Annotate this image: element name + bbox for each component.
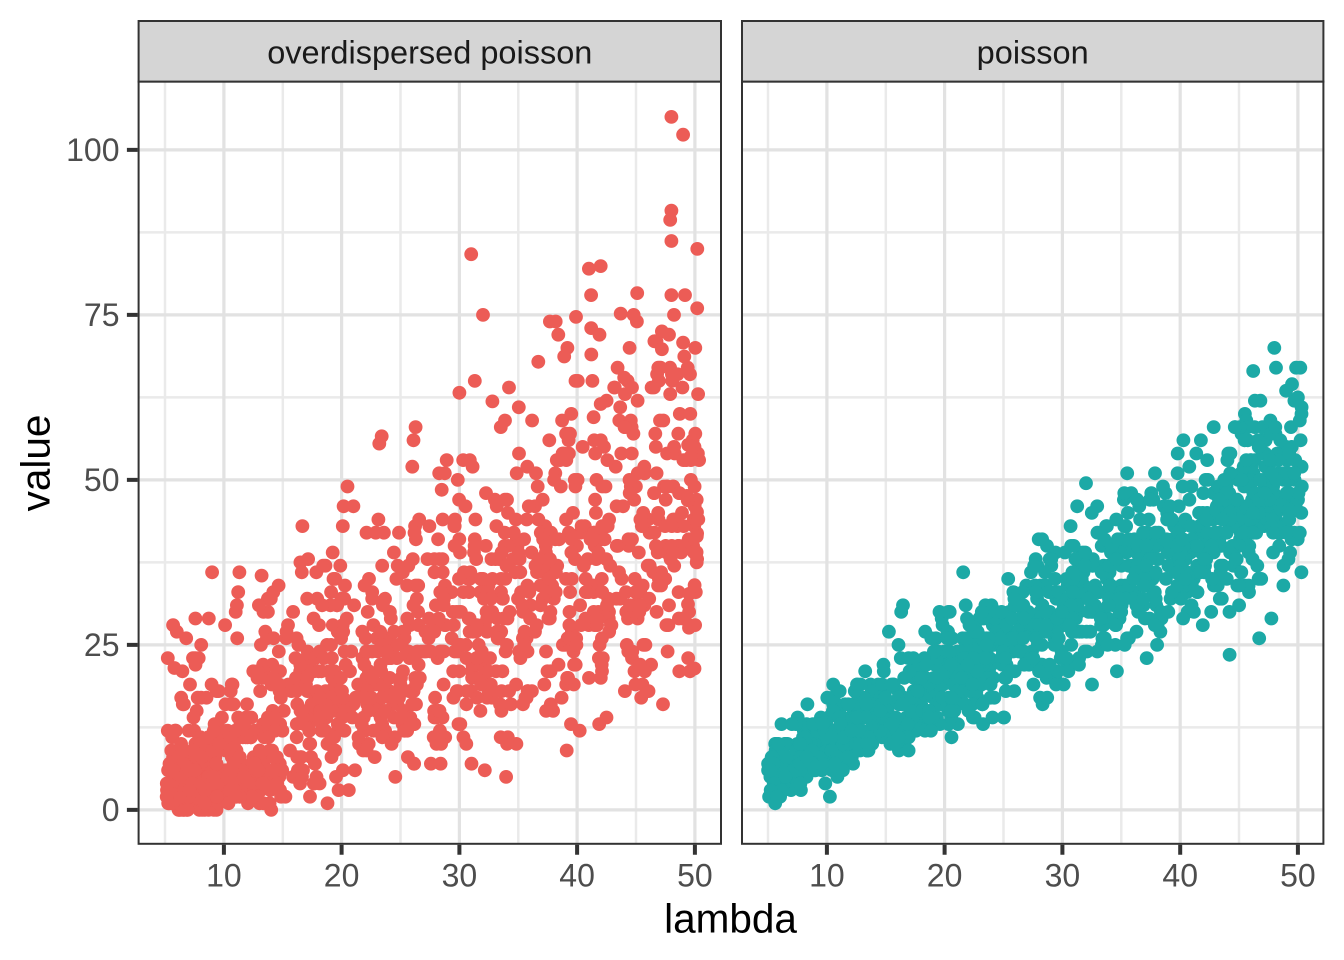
svg-text:50: 50 xyxy=(84,462,120,498)
svg-text:40: 40 xyxy=(559,858,595,894)
svg-text:overdispersed poisson: overdispersed poisson xyxy=(267,34,592,70)
svg-text:0: 0 xyxy=(102,792,120,828)
svg-text:100: 100 xyxy=(66,132,119,168)
svg-text:75: 75 xyxy=(84,297,120,333)
svg-text:20: 20 xyxy=(324,858,360,894)
svg-text:poisson: poisson xyxy=(977,34,1089,70)
svg-text:25: 25 xyxy=(84,627,120,663)
svg-text:value: value xyxy=(12,415,58,512)
svg-text:lambda: lambda xyxy=(664,896,797,942)
svg-text:30: 30 xyxy=(442,858,478,894)
svg-text:20: 20 xyxy=(927,858,963,894)
svg-text:50: 50 xyxy=(677,858,713,894)
svg-text:10: 10 xyxy=(809,858,845,894)
svg-text:40: 40 xyxy=(1162,858,1198,894)
svg-text:10: 10 xyxy=(206,858,242,894)
svg-text:50: 50 xyxy=(1280,858,1316,894)
svg-text:30: 30 xyxy=(1045,858,1081,894)
